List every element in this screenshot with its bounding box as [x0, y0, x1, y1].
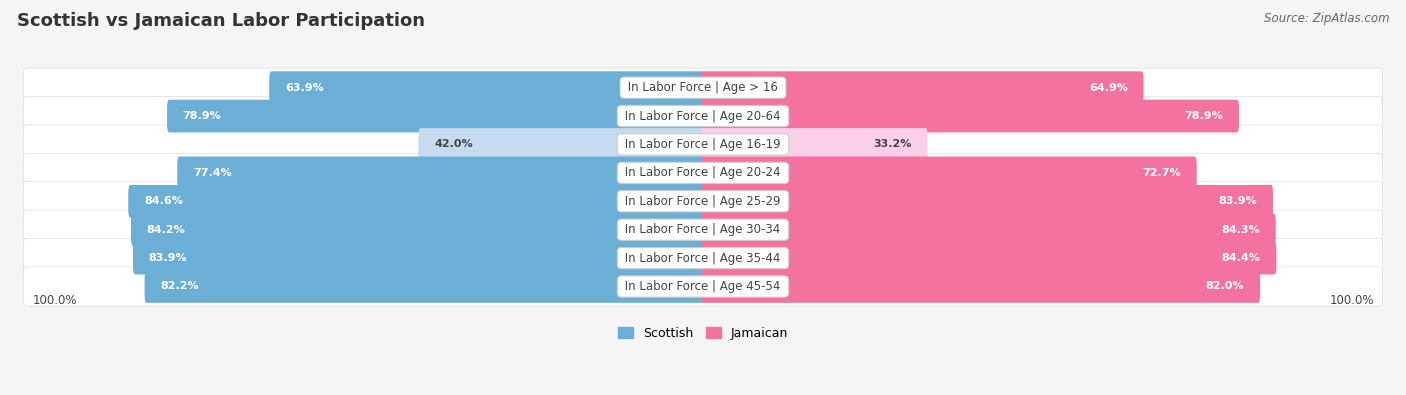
FancyBboxPatch shape: [702, 242, 1277, 275]
Text: In Labor Force | Age > 16: In Labor Force | Age > 16: [624, 81, 782, 94]
Text: In Labor Force | Age 30-34: In Labor Force | Age 30-34: [621, 223, 785, 236]
Text: 84.3%: 84.3%: [1222, 225, 1260, 235]
FancyBboxPatch shape: [24, 182, 1382, 221]
Text: 83.9%: 83.9%: [149, 253, 187, 263]
FancyBboxPatch shape: [24, 153, 1382, 192]
Text: 42.0%: 42.0%: [434, 139, 472, 149]
FancyBboxPatch shape: [24, 96, 1382, 135]
FancyBboxPatch shape: [24, 125, 1382, 164]
Text: In Labor Force | Age 45-54: In Labor Force | Age 45-54: [621, 280, 785, 293]
FancyBboxPatch shape: [702, 185, 1272, 218]
FancyBboxPatch shape: [24, 68, 1382, 107]
Text: In Labor Force | Age 25-29: In Labor Force | Age 25-29: [621, 195, 785, 208]
FancyBboxPatch shape: [702, 156, 1197, 189]
Legend: Scottish, Jamaican: Scottish, Jamaican: [613, 322, 793, 345]
FancyBboxPatch shape: [131, 213, 704, 246]
Text: 84.6%: 84.6%: [143, 196, 183, 206]
Text: 78.9%: 78.9%: [1184, 111, 1223, 121]
FancyBboxPatch shape: [24, 239, 1382, 278]
Text: 77.4%: 77.4%: [193, 168, 232, 178]
FancyBboxPatch shape: [167, 100, 704, 132]
Text: Source: ZipAtlas.com: Source: ZipAtlas.com: [1264, 12, 1389, 25]
FancyBboxPatch shape: [702, 128, 928, 161]
FancyBboxPatch shape: [24, 267, 1382, 306]
FancyBboxPatch shape: [134, 242, 704, 275]
FancyBboxPatch shape: [702, 100, 1239, 132]
FancyBboxPatch shape: [128, 185, 704, 218]
Text: In Labor Force | Age 20-64: In Labor Force | Age 20-64: [621, 109, 785, 122]
Text: 83.9%: 83.9%: [1219, 196, 1257, 206]
Text: 100.0%: 100.0%: [32, 294, 77, 307]
FancyBboxPatch shape: [419, 128, 704, 161]
FancyBboxPatch shape: [24, 210, 1382, 249]
Text: 63.9%: 63.9%: [285, 83, 323, 93]
Text: 100.0%: 100.0%: [1329, 294, 1374, 307]
Text: In Labor Force | Age 20-24: In Labor Force | Age 20-24: [621, 166, 785, 179]
Text: 84.2%: 84.2%: [146, 225, 186, 235]
Text: In Labor Force | Age 16-19: In Labor Force | Age 16-19: [621, 138, 785, 151]
Text: 78.9%: 78.9%: [183, 111, 222, 121]
Text: 82.2%: 82.2%: [160, 282, 198, 292]
FancyBboxPatch shape: [177, 156, 704, 189]
FancyBboxPatch shape: [702, 270, 1260, 303]
Text: 84.4%: 84.4%: [1222, 253, 1261, 263]
Text: 64.9%: 64.9%: [1088, 83, 1128, 93]
FancyBboxPatch shape: [145, 270, 704, 303]
Text: 33.2%: 33.2%: [873, 139, 912, 149]
Text: In Labor Force | Age 35-44: In Labor Force | Age 35-44: [621, 252, 785, 265]
Text: 72.7%: 72.7%: [1143, 168, 1181, 178]
Text: Scottish vs Jamaican Labor Participation: Scottish vs Jamaican Labor Participation: [17, 12, 425, 30]
FancyBboxPatch shape: [702, 71, 1143, 104]
FancyBboxPatch shape: [269, 71, 704, 104]
Text: 82.0%: 82.0%: [1206, 282, 1244, 292]
FancyBboxPatch shape: [702, 213, 1275, 246]
